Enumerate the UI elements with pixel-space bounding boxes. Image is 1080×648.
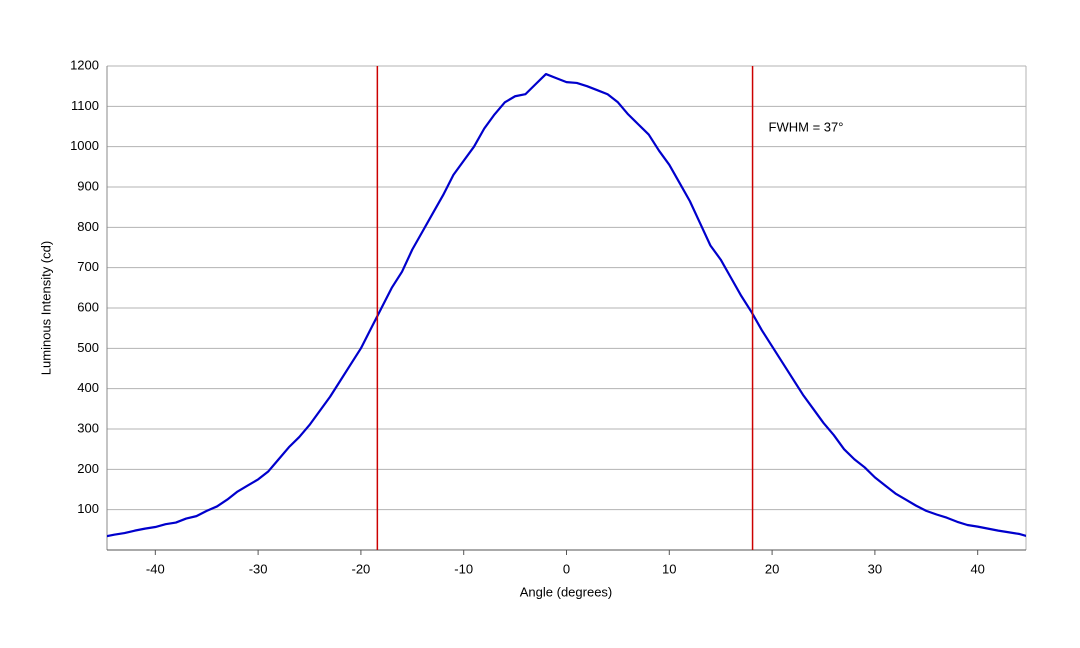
y-tick-label: 200 xyxy=(77,461,99,476)
y-tick-label: 500 xyxy=(77,340,99,355)
x-tick-label: 40 xyxy=(970,561,984,576)
y-tick-label: 700 xyxy=(77,259,99,274)
x-tick-label: -30 xyxy=(249,561,268,576)
y-tick-label: 800 xyxy=(77,219,99,234)
y-tick-label: 1200 xyxy=(70,57,99,72)
x-tick-label: 20 xyxy=(765,561,779,576)
annotation: FWHM = 37° xyxy=(769,119,844,134)
y-tick-label: 900 xyxy=(77,178,99,193)
y-tick-label: 100 xyxy=(77,501,99,516)
y-tick-label: 1000 xyxy=(70,138,99,153)
x-axis-label: Angle (degrees) xyxy=(520,584,613,599)
y-tick-label: 400 xyxy=(77,380,99,395)
x-tick-label: 10 xyxy=(662,561,676,576)
x-tick-label: -10 xyxy=(454,561,473,576)
x-tick-label: 30 xyxy=(868,561,882,576)
x-tick-label: -20 xyxy=(352,561,371,576)
y-tick-label: 600 xyxy=(77,299,99,314)
plot-area xyxy=(107,72,1026,538)
y-tick-label: 300 xyxy=(77,420,99,435)
data-line xyxy=(107,72,1026,538)
y-tick-label: 1100 xyxy=(71,98,99,113)
x-tick-label: -40 xyxy=(146,561,165,576)
x-tick-label: 0 xyxy=(563,561,570,576)
y-axis-label: Luminous Intensity (cd) xyxy=(38,241,53,375)
